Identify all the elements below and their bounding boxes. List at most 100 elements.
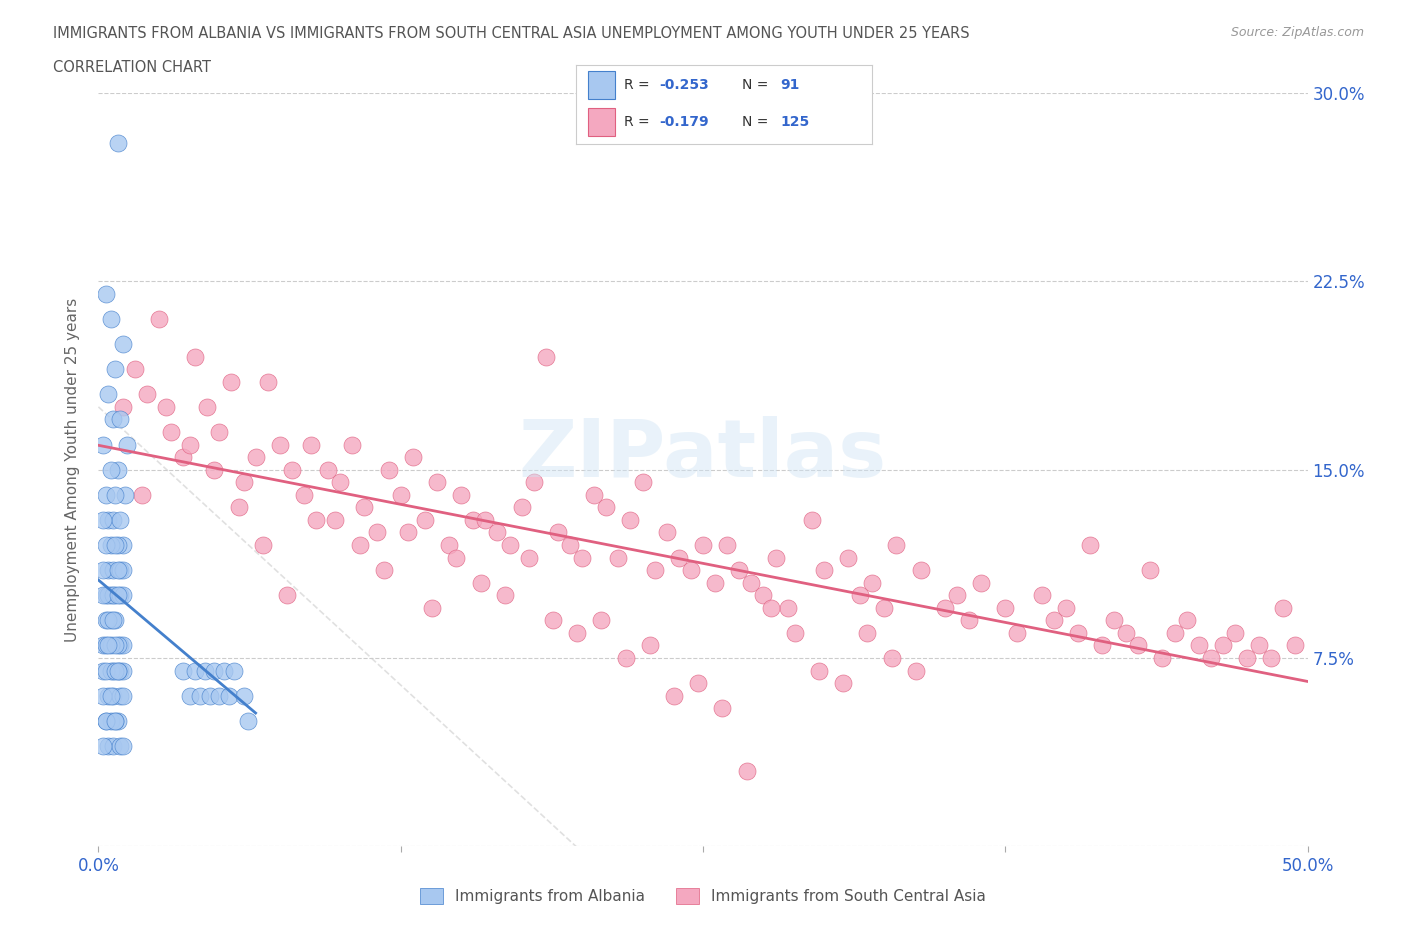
Point <box>108 588 131 603</box>
Point <box>107 663 129 678</box>
Point <box>94 487 117 502</box>
Point <box>108 512 131 527</box>
Point <box>97 688 120 703</box>
Point <box>111 400 134 415</box>
Point <box>256 374 278 389</box>
Point <box>413 512 436 527</box>
Point <box>94 638 117 653</box>
Point <box>117 437 139 452</box>
Point <box>1078 538 1101 552</box>
Point <box>1175 613 1198 628</box>
Point <box>765 550 787 565</box>
Point <box>619 512 641 527</box>
Point <box>108 738 131 753</box>
Point <box>104 613 127 628</box>
Point <box>470 575 492 591</box>
Point <box>111 337 134 352</box>
Text: -0.179: -0.179 <box>659 115 709 129</box>
Point <box>446 550 468 565</box>
Point <box>1152 651 1174 666</box>
Point <box>94 713 117 728</box>
Point <box>1128 638 1150 653</box>
Point <box>91 638 114 653</box>
Point <box>420 601 443 616</box>
Point <box>1115 625 1137 640</box>
Point <box>91 512 114 527</box>
Point <box>1199 651 1222 666</box>
Point <box>97 387 120 402</box>
Point <box>91 688 114 703</box>
Point <box>583 487 606 502</box>
Point <box>107 563 129 578</box>
Text: N =: N = <box>742 115 772 129</box>
Point <box>1284 638 1306 653</box>
Point <box>389 487 412 502</box>
Point <box>188 688 211 703</box>
Point <box>91 663 114 678</box>
Point <box>325 512 347 527</box>
Point <box>232 688 254 703</box>
Point <box>104 663 127 678</box>
Point <box>198 688 221 703</box>
Point <box>728 563 751 578</box>
Point <box>111 588 134 603</box>
Point <box>172 449 194 464</box>
Point <box>104 538 127 552</box>
Point <box>208 688 231 703</box>
Point <box>614 651 637 666</box>
Point <box>886 538 908 552</box>
Point <box>305 512 328 527</box>
Point <box>607 550 630 565</box>
Point <box>100 588 122 603</box>
Point <box>252 538 274 552</box>
Point <box>100 538 122 552</box>
Point <box>97 563 120 578</box>
Point <box>711 701 734 716</box>
Point <box>111 563 134 578</box>
Point <box>1236 651 1258 666</box>
Point <box>100 688 122 703</box>
Point <box>238 713 260 728</box>
Point <box>107 462 129 477</box>
Point <box>558 538 581 552</box>
Legend: Immigrants from Albania, Immigrants from South Central Asia: Immigrants from Albania, Immigrants from… <box>413 882 993 910</box>
Point <box>740 575 762 591</box>
Point <box>101 588 124 603</box>
Point <box>591 613 613 628</box>
Point <box>1102 613 1125 628</box>
Point <box>104 362 127 377</box>
Point <box>97 738 120 753</box>
Text: IMMIGRANTS FROM ALBANIA VS IMMIGRANTS FROM SOUTH CENTRAL ASIA UNEMPLOYMENT AMONG: IMMIGRANTS FROM ALBANIA VS IMMIGRANTS FR… <box>53 26 970 41</box>
Point <box>135 387 157 402</box>
Point <box>813 563 835 578</box>
Point <box>160 424 183 439</box>
Point <box>1067 625 1090 640</box>
Point <box>904 663 927 678</box>
Point <box>366 525 388 539</box>
Point <box>101 688 124 703</box>
Point <box>91 588 114 603</box>
Point <box>349 538 371 552</box>
Point <box>329 474 352 489</box>
Point <box>517 550 540 565</box>
Point <box>97 512 120 527</box>
Text: ZIPatlas: ZIPatlas <box>519 416 887 494</box>
Point <box>1091 638 1114 653</box>
Point <box>299 437 322 452</box>
Point <box>276 588 298 603</box>
Point <box>1139 563 1161 578</box>
Point <box>232 474 254 489</box>
Point <box>776 601 799 616</box>
Point <box>195 400 218 415</box>
Point <box>108 412 131 427</box>
Point <box>94 286 117 301</box>
Point <box>100 613 122 628</box>
Point <box>856 625 879 640</box>
Point <box>108 663 131 678</box>
Point <box>184 349 207 364</box>
Point <box>94 588 117 603</box>
Text: 91: 91 <box>780 78 800 92</box>
Point <box>832 675 855 690</box>
Point <box>91 437 114 452</box>
Point <box>281 462 304 477</box>
